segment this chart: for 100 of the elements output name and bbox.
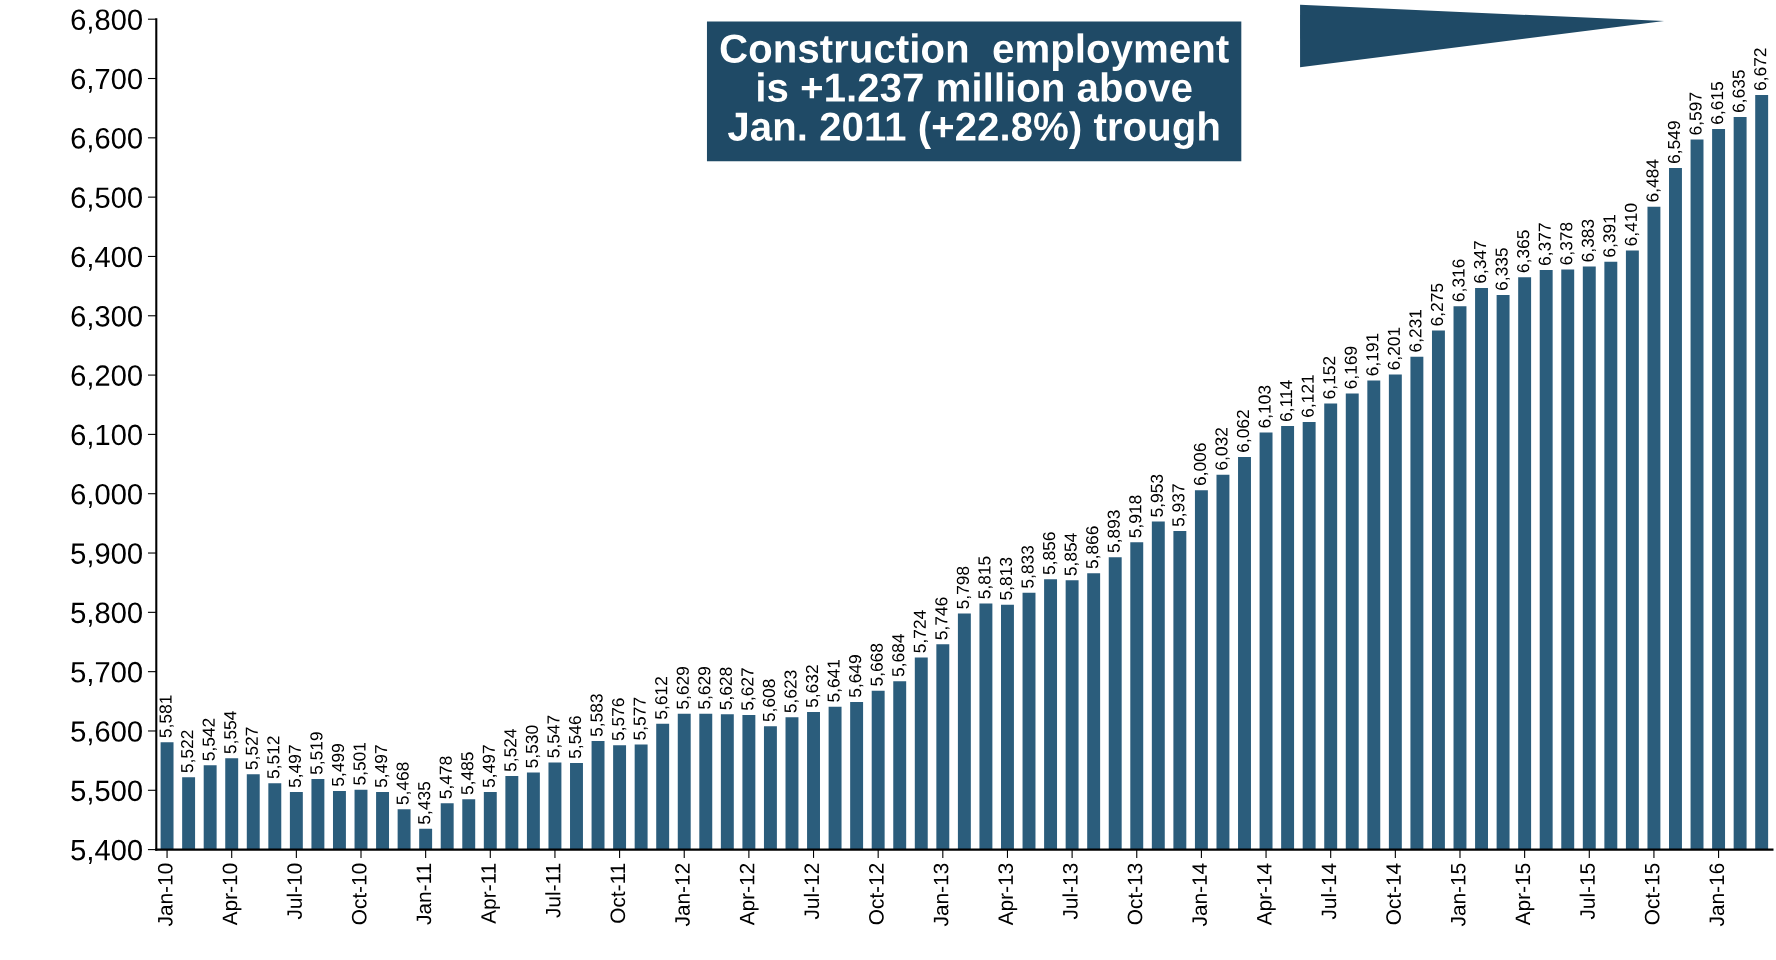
x-tick-label: Oct-14 (1386, 863, 1401, 925)
x-tick-label: Jan-11 (416, 863, 432, 925)
x-tick-label: Apr-14 (1257, 863, 1276, 926)
x-tick-label: Apr-15 (1515, 863, 1535, 926)
data-label: 5,497 (374, 745, 390, 788)
x-tick-label: Jul-14 (1320, 863, 1337, 920)
y-tick-label: 5,700 (71, 661, 142, 686)
data-label: 6,383 (1581, 219, 1596, 262)
data-label: 6,391 (1603, 215, 1618, 257)
data-label: 5,577 (633, 697, 648, 740)
data-label: 5,519 (310, 732, 325, 775)
y-tick-label: 5,500 (71, 780, 142, 805)
x-tick-label: Jul-10 (286, 863, 302, 920)
x-tick-label: Jul-15 (1579, 863, 1595, 920)
x-tick-label: Jan-12 (675, 863, 690, 927)
data-label: 6,114 (1279, 380, 1295, 422)
data-label: 5,866 (1086, 526, 1101, 569)
x-tick-label: Jul-12 (803, 863, 820, 920)
data-label: 5,581 (159, 695, 174, 738)
x-tick-label: Apr-11 (481, 863, 500, 924)
data-label: 6,347 (1473, 241, 1489, 283)
data-label: 6,635 (1732, 70, 1747, 113)
y-tick-label: 6,100 (71, 424, 142, 449)
data-label: 5,893 (1107, 510, 1122, 553)
data-label: 5,649 (848, 655, 864, 698)
data-label: 6,597 (1689, 92, 1704, 135)
annotation: Construction employment is +1.237 million above Jan. 2011 (+22.8%) trough (720, 33, 1229, 150)
x-tick-label: Oct-10 (351, 863, 367, 925)
x-tick-label: Oct-15 (1644, 863, 1660, 925)
x-tick-label: Jan-14 (1192, 863, 1207, 927)
data-label: 5,576 (611, 698, 627, 741)
data-label: 5,833 (1021, 545, 1036, 588)
data-label: 6,410 (1624, 203, 1640, 246)
x-tick-label: Apr-10 (222, 863, 242, 926)
x-tick-label: Jul-11 (545, 863, 561, 918)
data-label: 6,032 (1215, 427, 1230, 470)
x-tick-label: Jan-10 (157, 863, 173, 927)
y-tick-label: 5,600 (71, 721, 142, 746)
data-label: 5,499 (331, 744, 347, 787)
x-tick-label: Apr-12 (739, 863, 759, 926)
y-tick-label: 6,400 (71, 246, 142, 271)
data-label: 5,918 (1129, 495, 1144, 538)
y-tick-label: 5,900 (71, 543, 142, 568)
data-label: 6,378 (1560, 222, 1575, 265)
data-label: 5,815 (978, 556, 993, 599)
data-label: 5,641 (827, 659, 842, 702)
y-tick-label: 6,600 (71, 128, 142, 153)
x-tick-label: Jan-15 (1451, 863, 1466, 927)
data-label: 5,668 (870, 643, 885, 686)
data-label: 6,484 (1646, 159, 1661, 202)
data-label: 6,006 (1193, 443, 1209, 486)
data-label: 6,062 (1236, 410, 1252, 452)
data-label: 5,612 (655, 677, 670, 719)
data-label: 5,527 (245, 727, 260, 770)
data-label: 6,316 (1452, 259, 1467, 302)
y-tick-label: 6,200 (71, 365, 142, 390)
data-label: 5,524 (504, 728, 519, 772)
data-label: 5,547 (547, 715, 562, 758)
data-label: 5,724 (913, 610, 928, 653)
x-tick-label: Jan-16 (1709, 863, 1725, 927)
data-label: 6,335 (1495, 248, 1510, 290)
data-label: 5,485 (461, 752, 476, 795)
data-label: 5,542 (202, 718, 217, 761)
data-label: 6,275 (1430, 283, 1446, 326)
data-label: 5,953 (1150, 474, 1166, 517)
data-label: 5,497 (482, 745, 498, 788)
x-tick-label: Jul-13 (1062, 863, 1078, 920)
y-tick-label: 5,400 (71, 839, 142, 864)
x-tick-label: Apr-13 (998, 863, 1018, 926)
x-tick-label: Oct-13 (1127, 863, 1143, 925)
data-label: 5,684 (892, 634, 907, 677)
data-label: 5,583 (590, 694, 605, 737)
data-label: 6,549 (1667, 121, 1683, 164)
data-label: 5,554 (224, 711, 239, 754)
data-label: 6,615 (1710, 82, 1726, 124)
data-label: 6,377 (1538, 223, 1553, 266)
data-label: 5,856 (1042, 532, 1058, 575)
data-label: 5,530 (525, 725, 541, 768)
data-label: 5,468 (396, 762, 411, 805)
data-label: 5,435 (418, 781, 433, 824)
data-label: 6,365 (1517, 230, 1532, 273)
data-label: 5,522 (180, 730, 196, 773)
data-label: 6,231 (1409, 309, 1424, 352)
data-label: 5,746 (935, 597, 950, 640)
data-label: 6,169 (1344, 346, 1359, 389)
data-label: 5,632 (805, 665, 821, 708)
x-tick-label: Oct-12 (869, 863, 884, 925)
data-label: 6,152 (1323, 356, 1338, 399)
data-label: 6,103 (1258, 385, 1273, 428)
data-label: 6,201 (1387, 327, 1403, 370)
data-label: 5,813 (999, 557, 1015, 600)
y-tick-label: 6,500 (71, 187, 142, 212)
y-tick-label: 6,700 (71, 68, 142, 93)
data-label: 5,623 (784, 670, 799, 713)
data-label: 5,629 (676, 666, 691, 709)
y-tick-label: 6,800 (71, 9, 142, 34)
data-label: 5,937 (1172, 484, 1187, 527)
x-tick-label: Jan-13 (933, 863, 949, 927)
data-label: 5,628 (719, 667, 735, 710)
data-label: 5,854 (1064, 533, 1079, 576)
